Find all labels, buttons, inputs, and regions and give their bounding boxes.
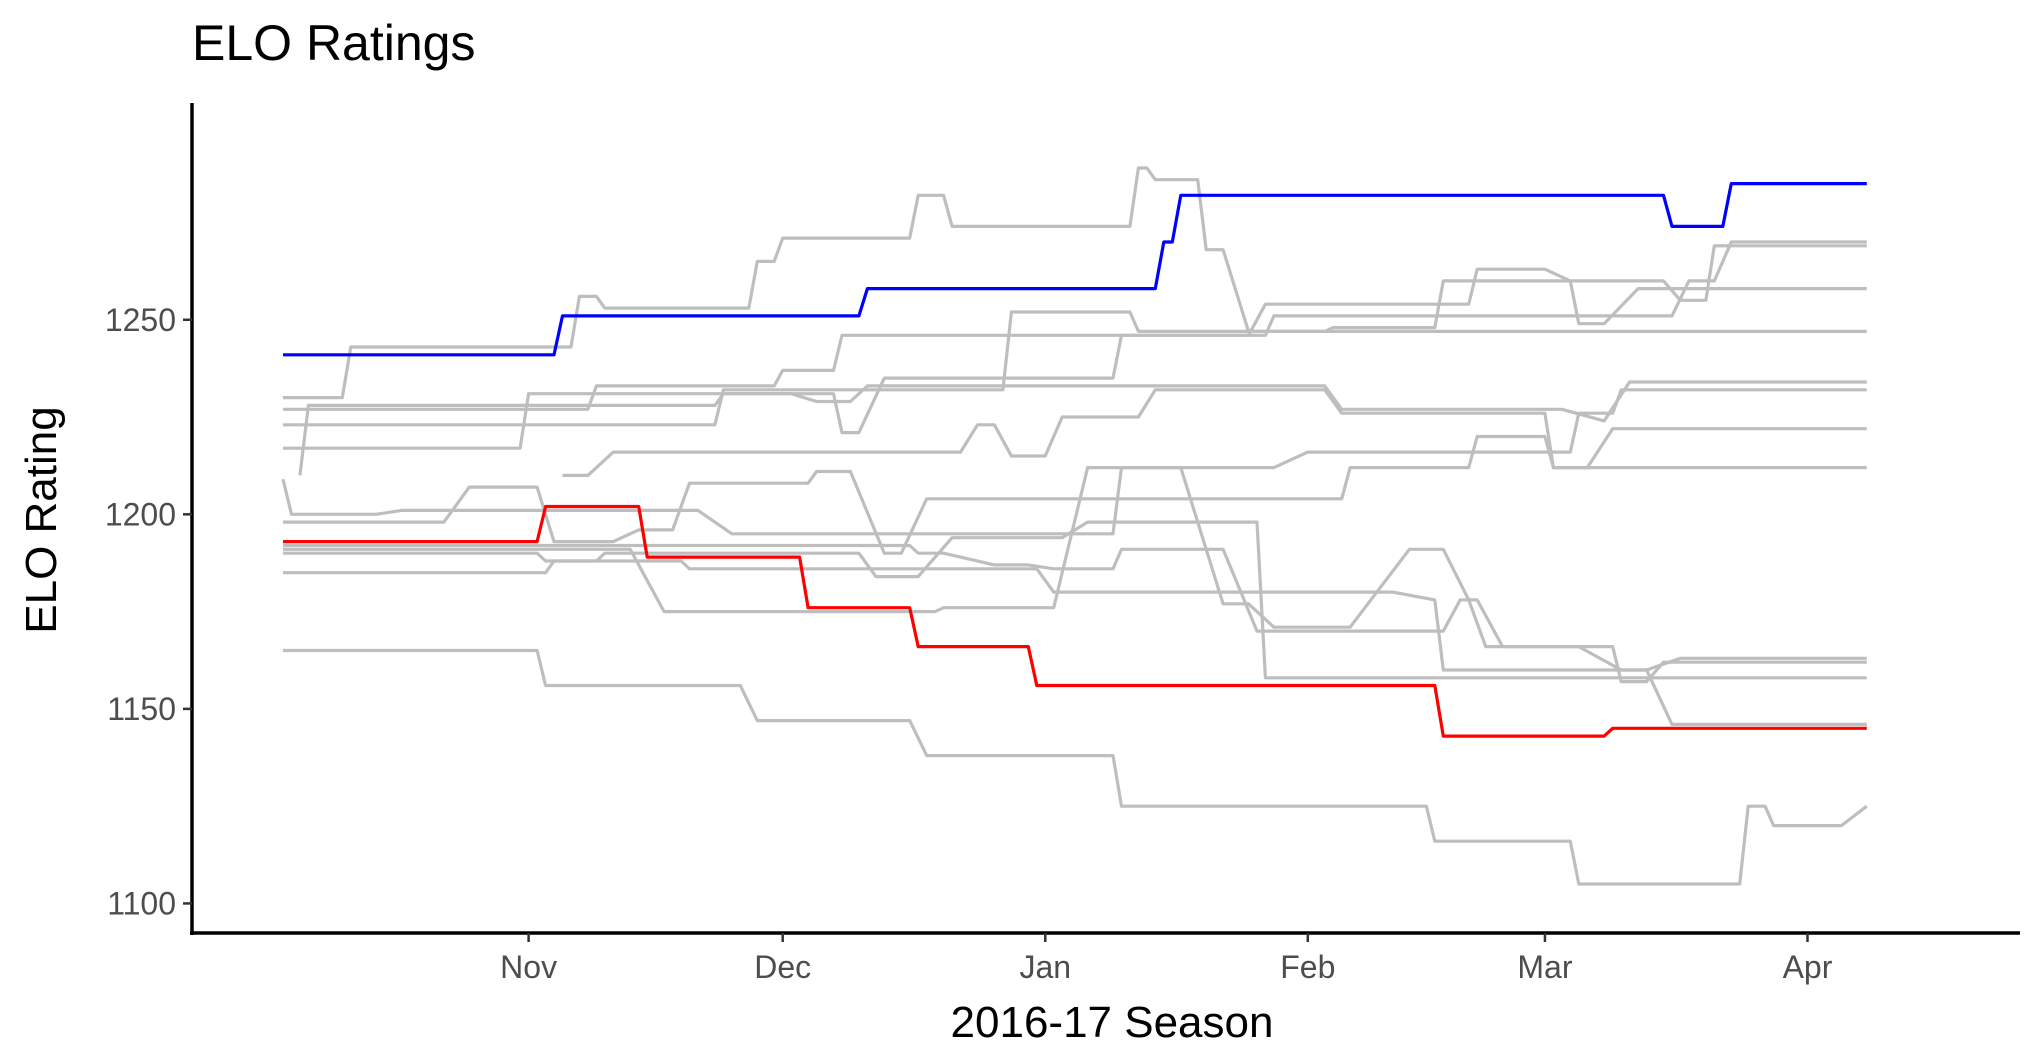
series-line-grey: [283, 648, 1868, 886]
x-axis-title: 2016-17 Season: [951, 998, 1274, 1047]
x-tick-label: Dec: [754, 949, 811, 985]
series-line-grey: [562, 388, 1867, 477]
series-line-grey: [283, 434, 1867, 555]
series-line-blue: [283, 182, 1867, 357]
series-line-grey: [283, 166, 1867, 400]
series-line-grey: [283, 466, 1867, 726]
y-tick-label: 1200: [105, 496, 176, 532]
y-axis-ticks: 1100 1150 1200 1250: [105, 302, 192, 921]
series-line-grey: [298, 240, 1867, 476]
x-tick-label: Mar: [1517, 949, 1572, 985]
chart-title: ELO Ratings: [192, 15, 475, 71]
x-tick-label: Feb: [1280, 949, 1335, 985]
plot-area: [281, 166, 1868, 886]
series-line-grey: [283, 559, 1867, 672]
series-line-grey: [283, 244, 1867, 427]
x-tick-label: Nov: [500, 949, 557, 985]
series-line-grey: [281, 388, 1867, 536]
x-tick-label: Apr: [1783, 949, 1833, 985]
x-tick-label: Jan: [1019, 949, 1071, 985]
y-tick-label: 1100: [107, 885, 176, 921]
y-axis-title: ELO Rating: [17, 406, 66, 633]
series-line-grey: [283, 543, 1867, 684]
y-tick-label: 1150: [107, 691, 176, 727]
series-line-red: [283, 504, 1867, 738]
series-line-grey: [283, 380, 1867, 450]
y-tick-label: 1250: [105, 302, 176, 338]
x-axis-ticks: Nov Dec Jan Feb Mar Apr: [500, 933, 1833, 985]
